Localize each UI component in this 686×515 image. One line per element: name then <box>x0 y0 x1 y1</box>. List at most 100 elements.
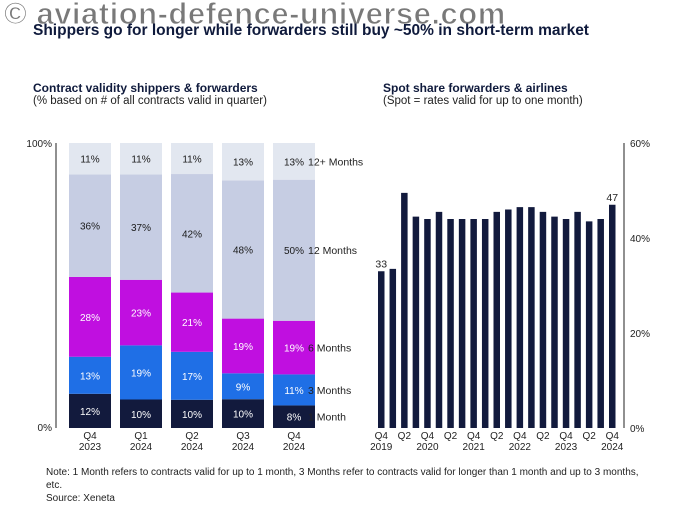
x-tick-label: 2019 <box>370 442 393 453</box>
spot-bar <box>505 209 512 428</box>
x-tick-label: 2023 <box>79 442 102 453</box>
data-label: 11% <box>80 155 99 166</box>
bar-segment <box>120 279 162 346</box>
x-tick-label: 2024 <box>181 442 204 453</box>
x-tick-label: Q4 <box>421 431 435 442</box>
x-tick-label: Q2 <box>582 431 596 442</box>
bar-segment <box>69 143 111 175</box>
bar-segment <box>222 318 264 374</box>
spot-bar <box>574 211 581 428</box>
bar-segment <box>171 143 213 175</box>
bar-segment <box>222 143 264 181</box>
bar-segment <box>69 174 111 277</box>
bar-segment <box>69 356 111 394</box>
data-label: 19% <box>284 344 304 355</box>
legend-label: 12+ Months <box>308 156 363 168</box>
data-label: 50% <box>284 246 304 257</box>
y-tick-label: 0% <box>38 423 53 434</box>
x-tick-label: Q4 <box>606 431 620 442</box>
data-label: 21% <box>182 318 202 329</box>
legend-label: 3 Months <box>308 385 351 397</box>
spot-bar <box>585 221 593 428</box>
data-label: 42% <box>182 229 202 240</box>
data-label: 23% <box>131 309 151 320</box>
y-tick-label: 40% <box>630 234 650 245</box>
spot-bar <box>435 211 443 428</box>
data-label: 48% <box>233 246 253 257</box>
spot-bar <box>493 211 500 428</box>
data-label: 12% <box>80 407 100 418</box>
bar-segment <box>171 292 213 352</box>
legend-label: 6 Months <box>308 343 351 355</box>
bar-segment <box>120 345 162 400</box>
bar-segment <box>273 405 315 428</box>
x-tick-label: 2021 <box>463 442 486 453</box>
x-tick-label: Q2 <box>444 431 458 442</box>
data-label: 10% <box>182 410 202 421</box>
bar-segment <box>171 174 213 293</box>
y-tick-label: 60% <box>630 139 650 150</box>
x-tick-label: 2022 <box>509 442 532 453</box>
source-note: Source: Xeneta <box>46 493 115 504</box>
spot-bar <box>597 219 604 428</box>
data-label: 19% <box>233 342 253 353</box>
spot-bar <box>378 271 385 428</box>
bar-segment <box>273 320 315 375</box>
data-label: 36% <box>80 222 100 233</box>
x-tick-label: 2024 <box>130 442 153 453</box>
bar-segment <box>222 373 264 400</box>
data-label: 9% <box>236 382 251 393</box>
x-tick-label: Q2 <box>398 431 412 442</box>
right-panel-title: Spot share forwarders & airlines <box>383 81 568 95</box>
x-tick-label: 2024 <box>601 442 624 453</box>
bar-segment <box>171 351 213 400</box>
bar-segment <box>120 174 162 280</box>
data-label: 11% <box>131 155 150 166</box>
spot-bar <box>424 219 431 428</box>
right-panel-subtitle: (Spot = rates valid for up to one month) <box>383 95 583 107</box>
x-tick-label: Q3 <box>236 431 250 442</box>
spot-bar <box>609 204 616 428</box>
spot-bar <box>412 216 420 428</box>
x-tick-label: 2024 <box>232 442 255 453</box>
data-label: 47 <box>606 192 618 204</box>
x-tick-label: Q4 <box>467 431 481 442</box>
x-tick-label: 2023 <box>555 442 578 453</box>
left-panel-subtitle: (% based on # of all contracts valid in … <box>33 95 267 107</box>
left-panel-title: Contract validity shippers & forwarders <box>33 81 258 95</box>
bar-segment <box>120 399 162 428</box>
watermark-text: © aviation-defence-universe.com <box>4 0 506 32</box>
x-tick-label: Q4 <box>559 431 573 442</box>
spot-bar <box>447 219 454 428</box>
x-tick-label: Q1 <box>134 431 148 442</box>
x-tick-label: Q4 <box>375 431 389 442</box>
x-tick-label: Q2 <box>490 431 504 442</box>
data-label: 11% <box>182 155 201 166</box>
bar-segment <box>273 179 315 321</box>
headline: Shippers go for longer while forwarders … <box>33 22 589 39</box>
spot-bar <box>458 219 466 428</box>
x-tick-label: Q2 <box>536 431 550 442</box>
x-tick-label: Q2 <box>185 431 199 442</box>
x-tick-label: Q4 <box>513 431 527 442</box>
spot-bar <box>516 207 524 428</box>
data-label: 11% <box>284 386 303 397</box>
bar-segment <box>171 399 213 428</box>
spot-bar <box>551 216 558 428</box>
data-label: 33 <box>375 258 387 270</box>
bar-segment <box>273 374 315 406</box>
x-tick-label: 2024 <box>283 442 306 453</box>
spot-bar <box>481 219 489 428</box>
x-tick-label: Q4 <box>287 431 301 442</box>
data-label: 13% <box>80 371 100 382</box>
spot-bar <box>401 192 408 428</box>
data-label: 10% <box>131 410 151 421</box>
data-label: 28% <box>80 313 100 324</box>
data-label: 8% <box>287 413 302 424</box>
bar-segment <box>273 143 315 180</box>
x-tick-label: Q4 <box>83 431 97 442</box>
spot-bar <box>562 219 570 428</box>
spot-bar <box>470 219 477 428</box>
data-label: 37% <box>131 223 151 234</box>
